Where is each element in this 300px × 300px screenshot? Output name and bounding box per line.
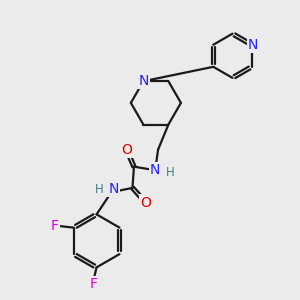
Text: F: F <box>90 277 98 291</box>
Text: F: F <box>51 219 59 233</box>
Text: H: H <box>166 166 175 179</box>
Text: O: O <box>140 196 151 210</box>
Text: H: H <box>94 183 103 196</box>
Text: N: N <box>248 38 258 52</box>
Text: N: N <box>150 163 160 177</box>
Text: N: N <box>108 182 119 196</box>
Text: O: O <box>121 142 132 157</box>
Text: N: N <box>138 74 148 88</box>
